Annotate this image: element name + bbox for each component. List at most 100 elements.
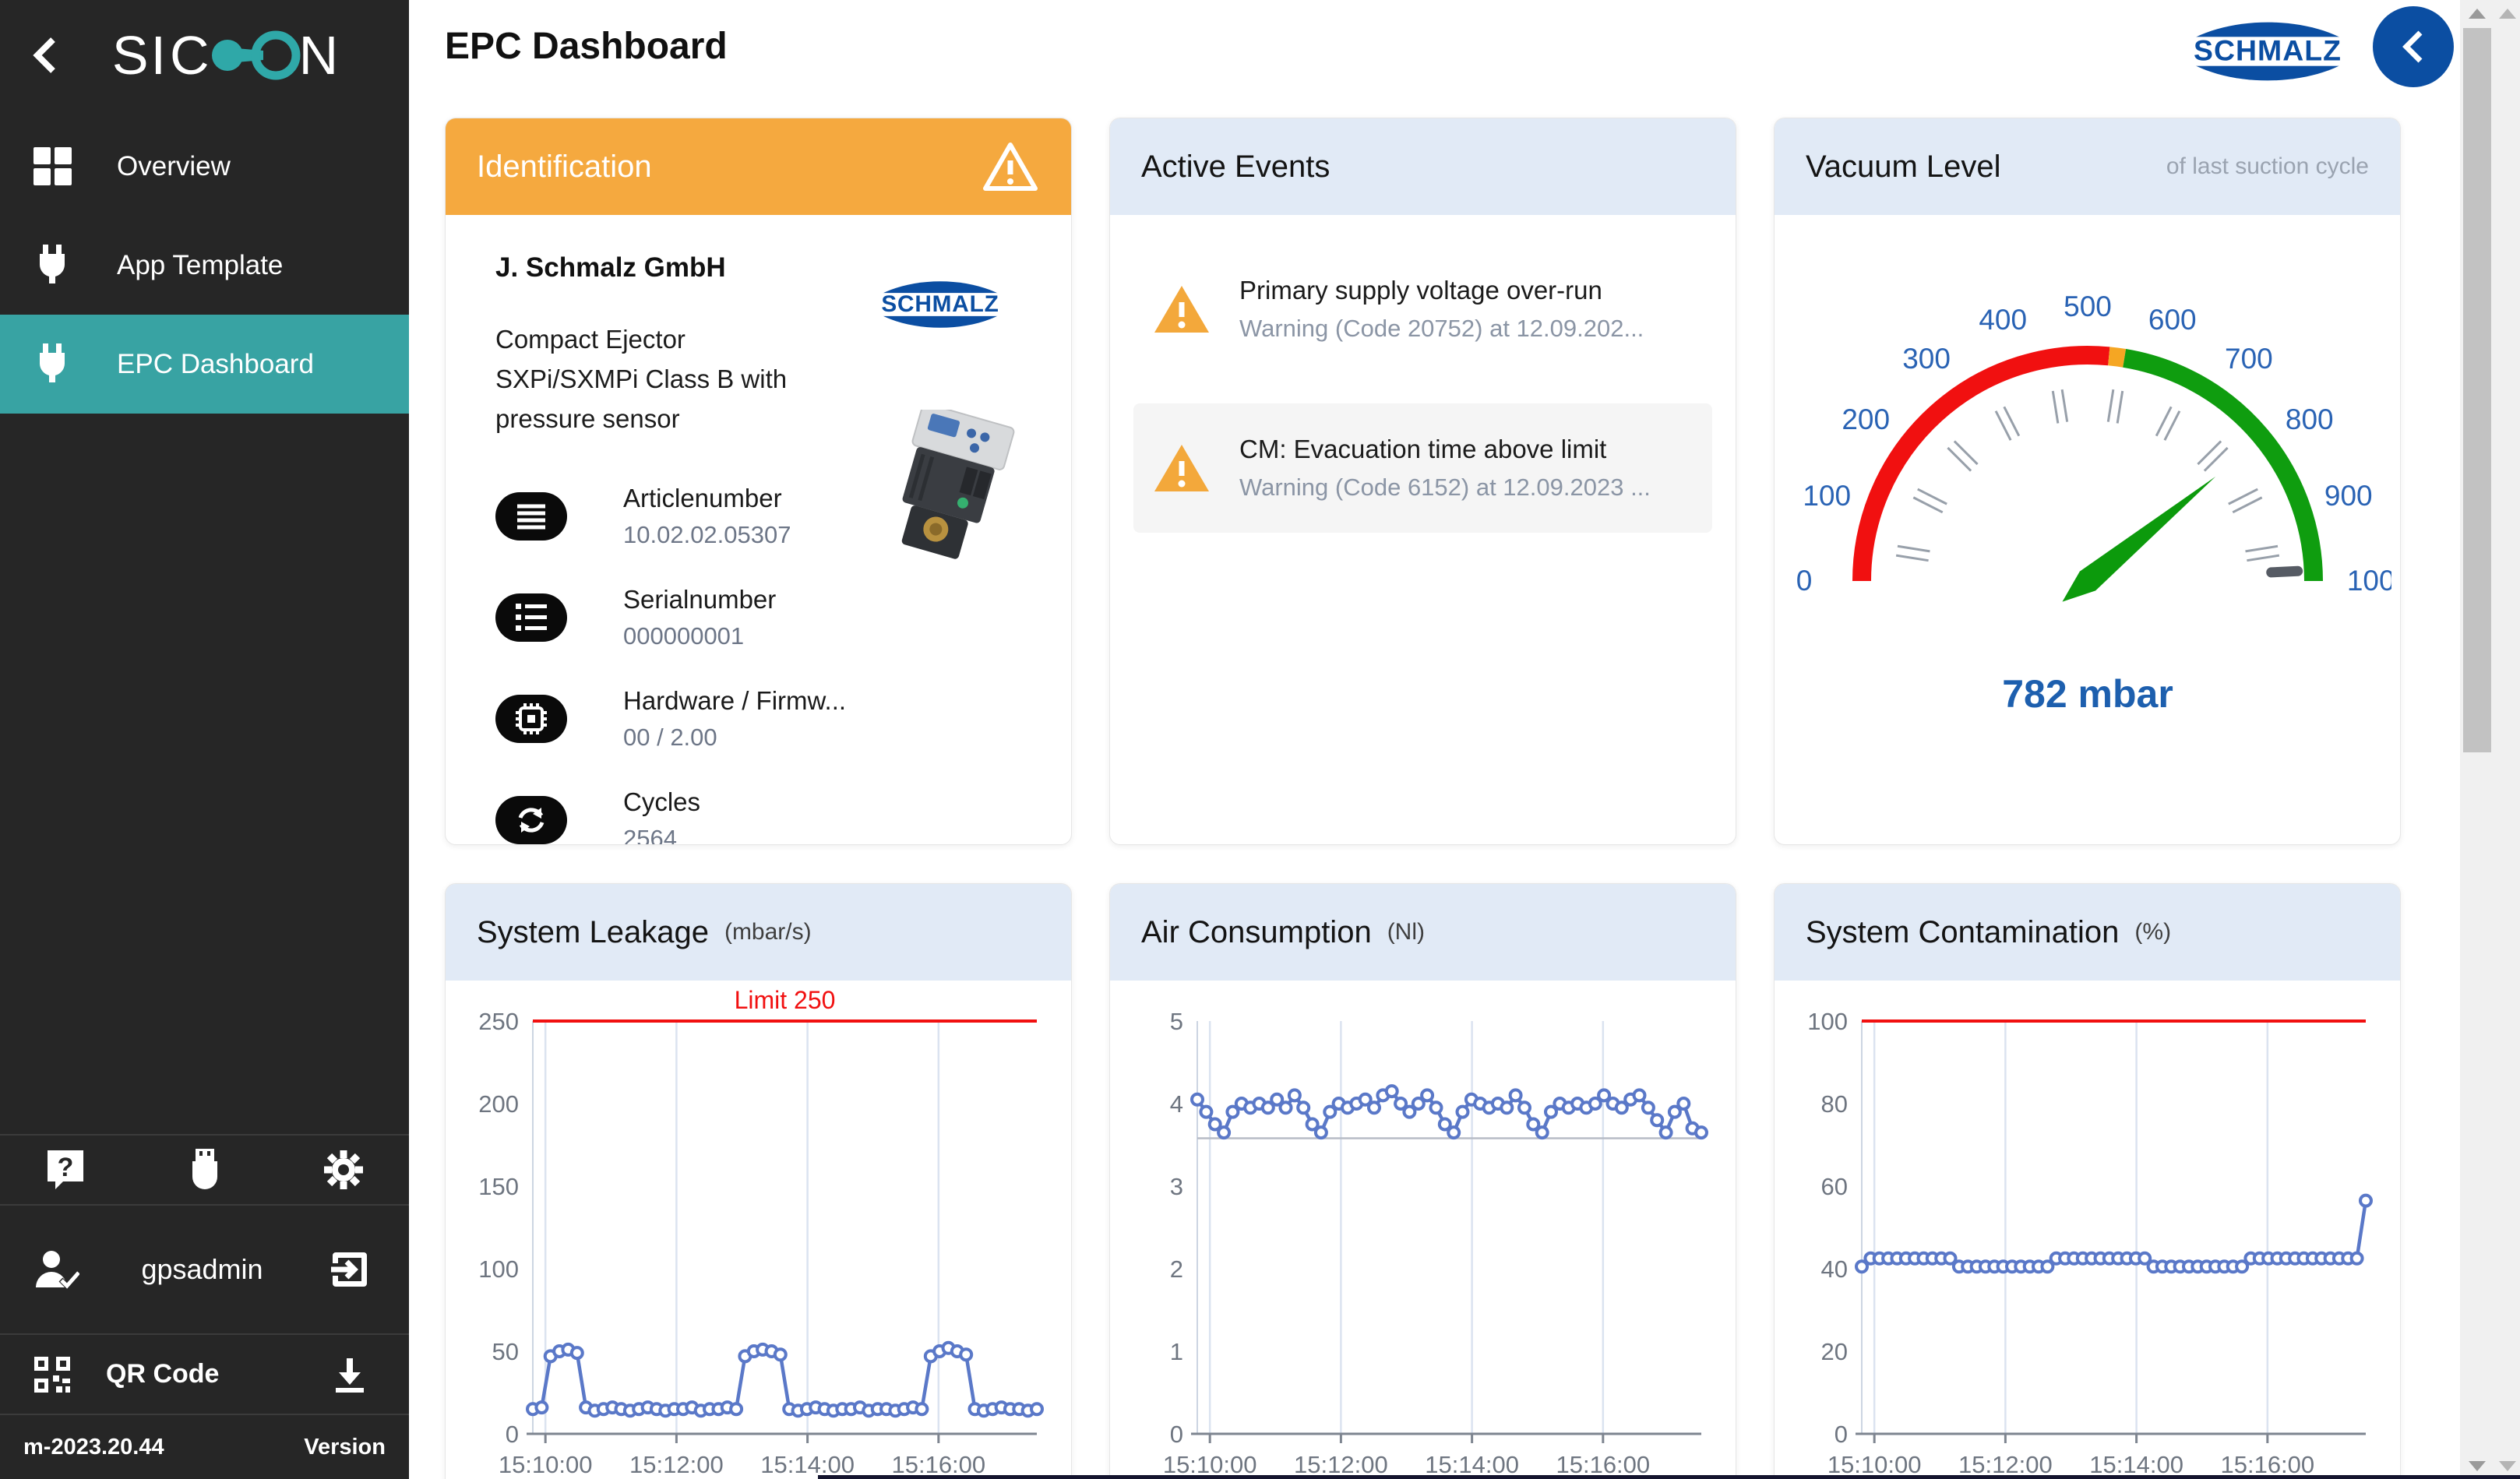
chevron-left-icon <box>33 37 55 73</box>
window-bottom-edge <box>818 1475 2520 1479</box>
identification-body: J. Schmalz GmbH Compact Ejector SXPi/SXM… <box>446 215 1071 845</box>
leakage-chart: 15:10:00 15:12:00 15:14:00 15:16:00 0 50 100 15… <box>446 981 1071 1479</box>
numbered-list-icon <box>495 593 567 643</box>
cycles-icon <box>495 796 567 844</box>
sidebar-nav: Overview App Template EPC Dashboard <box>0 117 409 414</box>
page-header: EPC Dashboard SCHMALZ <box>409 0 2460 117</box>
card-title: Active Events <box>1141 149 1330 184</box>
gauge-needle <box>2061 476 2215 602</box>
air-card-header: Air Consumption (Nl) <box>1110 884 1736 981</box>
contamination-card-header: System Contamination (%) <box>1775 884 2400 981</box>
sidebar-collapse-button[interactable] <box>23 33 67 77</box>
svg-text:15:16:00: 15:16:00 <box>2220 1451 2314 1478</box>
cards-row-top: Identification J. Schmalz GmbH Compact E… <box>445 118 2401 845</box>
field-value: 2564 <box>623 825 677 845</box>
svg-text:40: 40 <box>1821 1255 1848 1283</box>
event-subtitle: Warning (Code 6152) at 12.09.2023 ... <box>1239 474 1651 501</box>
svg-text:200: 200 <box>478 1090 519 1118</box>
field-serialnumber: Serialnumber 000000001 <box>495 585 1040 650</box>
svg-text:20: 20 <box>1821 1338 1848 1365</box>
svg-text:700: 700 <box>2225 343 2273 375</box>
svg-text:15:12:00: 15:12:00 <box>1294 1451 1388 1478</box>
event-subtitle: Warning (Code 20752) at 12.09.202... <box>1239 315 1644 342</box>
system-leakage-card: System Leakage (mbar/s) 15:10:00 15:12:00… <box>445 883 1072 1479</box>
svg-text:4: 4 <box>1170 1090 1183 1118</box>
identification-fields: Articlenumber 10.02.02.05307 Serialnumbe… <box>495 484 1040 845</box>
logo-text-c: C <box>170 25 212 86</box>
qr-row: QR Code <box>0 1335 409 1414</box>
identification-card-header: Identification <box>446 118 1071 215</box>
card-unit: (mbar/s) <box>724 919 812 945</box>
usb-device-button[interactable] <box>180 1145 230 1195</box>
svg-text:?: ? <box>58 1153 74 1182</box>
logout-button[interactable] <box>325 1245 375 1294</box>
version-label: Version <box>304 1434 386 1460</box>
event-row[interactable]: CM: Evacuation time above limit Warning … <box>1133 403 1712 533</box>
version-row: m-2023.20.44 Version <box>0 1415 409 1479</box>
field-label: Articlenumber <box>623 484 782 513</box>
svg-text:1000: 1000 <box>2346 565 2391 597</box>
schmalz-logo-image: SCHMALZ <box>2170 22 2365 81</box>
svg-text:900: 900 <box>2324 480 2372 512</box>
system-contamination-card: System Contamination (%) 15:10:00 15:12:0… <box>1774 883 2401 1479</box>
field-value: 000000001 <box>623 622 745 650</box>
svg-text:15:16:00: 15:16:00 <box>1556 1451 1650 1478</box>
svg-text:0: 0 <box>1796 565 1812 597</box>
svg-text:15:10:00: 15:10:00 <box>1163 1451 1257 1478</box>
svg-text:200: 200 <box>1842 403 1890 435</box>
svg-text:150: 150 <box>478 1173 519 1200</box>
divider <box>0 1333 409 1335</box>
svg-text:15:16:00: 15:16:00 <box>891 1451 985 1478</box>
cards-row-bottom: System Leakage (mbar/s) 15:10:00 15:12:00… <box>445 883 2401 1479</box>
svg-text:SCHMALZ: SCHMALZ <box>881 291 999 317</box>
svg-text:15:10:00: 15:10:00 <box>1827 1451 1922 1478</box>
sidebar-item-overview[interactable]: Overview <box>0 117 409 216</box>
help-button[interactable]: ? <box>41 1145 90 1195</box>
event-title: Primary supply voltage over-run <box>1239 276 1602 305</box>
svg-text:15:10:00: 15:10:00 <box>499 1451 593 1478</box>
plug-icon <box>30 244 75 287</box>
sidebar-item-label: EPC Dashboard <box>117 348 314 379</box>
event-row[interactable]: Primary supply voltage over-run Warning … <box>1133 245 1712 374</box>
air-consumption-chart: 15:10:00 15:12:00 15:14:00 15:16:00 0 1 2 3 4 5 <box>1110 981 1736 1479</box>
warning-icon <box>1154 445 1209 491</box>
svg-text:2: 2 <box>1170 1255 1183 1283</box>
sicon-logo: SI C N <box>67 24 386 86</box>
qr-code-icon <box>34 1356 70 1393</box>
scroll-up-button[interactable] <box>2494 0 2520 26</box>
plug-icon <box>30 343 75 386</box>
logo-text-prefix: SI <box>111 25 168 86</box>
user-check-icon <box>36 1251 79 1289</box>
sidebar-item-epc-dashboard[interactable]: EPC Dashboard <box>0 315 409 414</box>
card-title: System Leakage <box>477 914 709 949</box>
company-name: J. Schmalz GmbH <box>495 252 726 283</box>
svg-text:0: 0 <box>1834 1421 1848 1448</box>
svg-text:15:12:00: 15:12:00 <box>629 1451 724 1478</box>
svg-text:600: 600 <box>2148 304 2196 336</box>
sidebar-item-app-template[interactable]: App Template <box>0 216 409 315</box>
identification-card: Identification J. Schmalz GmbH Compact E… <box>445 118 1072 845</box>
chevron-left-icon <box>2402 30 2423 63</box>
schmalz-logo-image: SCHMALZ <box>862 281 1018 328</box>
product-description: Compact Ejector SXPi/SXMPi Class B with … <box>495 325 788 434</box>
leakage-card-header: System Leakage (mbar/s) <box>446 884 1071 981</box>
window-scrollbar <box>2494 0 2520 1479</box>
logo-text-suffix: N <box>298 25 341 86</box>
chip-icon <box>495 695 567 744</box>
gauge-value-label: 782 mbar <box>2002 672 2173 716</box>
divider <box>0 1204 409 1206</box>
scroll-up-button[interactable] <box>2460 0 2494 26</box>
svg-text:100: 100 <box>1807 1008 1848 1035</box>
scroll-down-button[interactable] <box>2460 1453 2494 1479</box>
event-title: CM: Evacuation time above limit <box>1239 435 1607 463</box>
dashboard-icon <box>30 147 75 185</box>
scroll-down-button[interactable] <box>2494 1453 2520 1479</box>
logo-link-icon <box>211 30 301 80</box>
svg-text:5: 5 <box>1170 1008 1183 1035</box>
air-consumption-card: Air Consumption (Nl) 15:10:00 15:12:00 15:… <box>1109 883 1736 1479</box>
panel-collapse-button[interactable] <box>2373 6 2454 87</box>
download-qr-button[interactable] <box>325 1350 375 1400</box>
settings-button[interactable] <box>319 1145 368 1195</box>
scrollbar-thumb[interactable] <box>2463 28 2491 752</box>
